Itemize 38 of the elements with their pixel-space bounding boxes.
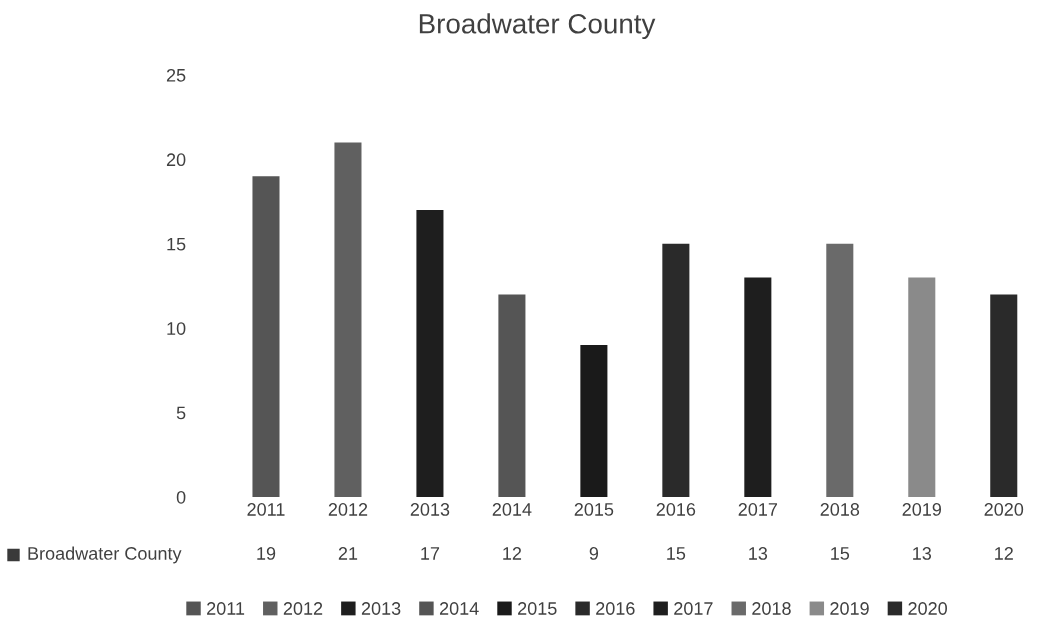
category-label: 2015 [518,602,557,615]
category-label: 2013 [361,602,401,615]
x-tick-label: 2011 [247,503,285,516]
y-tick-label: 15 [167,237,186,251]
data-label: 15 [831,547,850,560]
data-label: 21 [338,547,358,560]
x-tick-label: 2018 [820,503,860,516]
data-label: 9 [589,547,599,560]
chart-title: Broadwater County [419,13,656,40]
category-label: 2019 [830,602,869,615]
category-label: 2020 [908,602,947,615]
legend-label: Broadwater County [28,546,182,564]
category-label: 2012 [283,602,323,615]
x-tick-label: 2014 [492,503,532,516]
y-tick-label: 5 [176,406,186,420]
x-tick-label: 2017 [738,503,778,516]
category-label: 2018 [752,602,791,615]
y-tick-label: 20 [166,153,186,167]
data-label: 13 [749,547,768,560]
category-label: 2011 [207,602,245,615]
x-tick-label: 2019 [902,503,942,516]
category-label: 2014 [439,602,479,615]
x-tick-label: 2016 [656,503,696,516]
data-label: 13 [913,547,932,560]
category-label: 2017 [674,602,713,615]
y-tick-label: 25 [166,68,186,82]
x-tick-label: 2013 [410,503,450,516]
y-tick-label: 10 [167,322,186,335]
x-tick-label: 2020 [984,503,1024,516]
x-tick-label: 2012 [328,503,368,516]
data-label: 12 [503,547,522,560]
data-label: 15 [667,547,686,560]
data-label: 12 [995,547,1013,560]
data-label: 19 [257,547,276,560]
x-tick-label: 2015 [574,503,614,516]
y-tick-label: 0 [176,490,186,504]
category-label: 2016 [596,602,635,615]
data-label: 17 [421,547,440,560]
